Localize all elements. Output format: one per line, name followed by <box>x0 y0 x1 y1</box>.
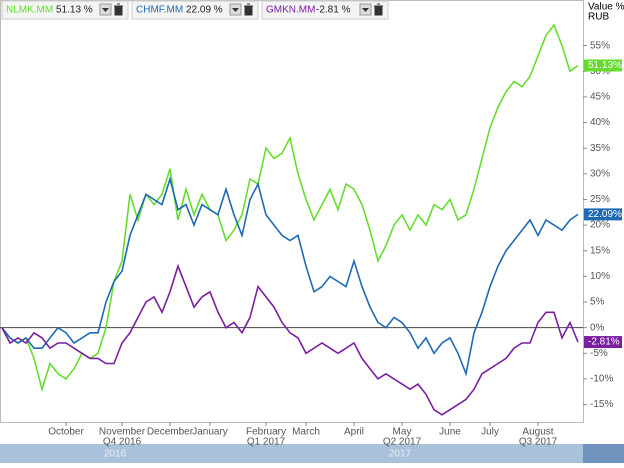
x-tick-label: May <box>393 427 412 438</box>
quarter-label: Q1 2017 <box>247 437 286 448</box>
y-tick-label: 20% <box>590 220 610 231</box>
legend-delete[interactable] <box>244 3 253 16</box>
y-tick-label: 5% <box>590 297 605 308</box>
dropdown-arrow <box>102 8 109 12</box>
series-line <box>1 176 579 377</box>
currency-label: RUB <box>588 12 609 23</box>
value-tag-label: 51.13% <box>588 60 622 71</box>
x-tick-label: January <box>192 427 228 438</box>
legend-item[interactable]: GMKN.MM -2.81 % <box>261 0 389 20</box>
series-line <box>1 263 579 416</box>
legend-box <box>1 0 129 20</box>
x-tick-label: February <box>246 427 286 438</box>
value-tag-label: 22.09% <box>588 209 622 220</box>
y-tick-label: 35% <box>590 143 610 154</box>
x-tick-label: March <box>292 427 320 438</box>
quarter-label: Q3 2017 <box>519 437 558 448</box>
x-tick-label: August <box>522 427 553 438</box>
legend-value: -2.81 % <box>316 5 351 16</box>
y-tick-label: 25% <box>590 194 610 205</box>
y-tick-label: 15% <box>590 245 610 256</box>
legend-item[interactable]: NLMK.MM 51.13 % <box>1 0 129 20</box>
x-tick-label: October <box>48 427 84 438</box>
value-tag-label: -2.81% <box>588 337 620 348</box>
navigator-label: 2017 <box>389 449 412 460</box>
legend-box <box>131 0 259 20</box>
legend-name: CHMF.MM <box>136 5 183 16</box>
y-axis-title: Value % <box>588 2 624 13</box>
y-tick-label: 10% <box>590 271 610 282</box>
x-tick-label: November <box>99 427 146 438</box>
dropdown-arrow <box>232 8 239 12</box>
navigator-label: 2016 <box>104 449 127 460</box>
y-tick-label: -5% <box>590 348 608 359</box>
plot-frame <box>0 0 584 423</box>
x-tick-label: December <box>147 427 194 438</box>
legend-name: GMKN.MM <box>266 5 315 16</box>
value-tag <box>584 336 622 349</box>
quarter-label: Q4 2016 <box>103 437 142 448</box>
value-tag <box>584 59 622 72</box>
legend-name: NLMK.MM <box>6 5 53 16</box>
legend-item[interactable]: CHMF.MM 22.09 % <box>131 0 259 20</box>
navigator-window[interactable] <box>0 444 583 463</box>
legend-box <box>261 0 389 20</box>
legend-value: 51.13 % <box>56 5 93 16</box>
value-tag <box>584 208 622 221</box>
y-tick-label: -15% <box>590 399 613 410</box>
y-tick-label: 30% <box>590 168 610 179</box>
y-tick-label: 45% <box>590 92 610 103</box>
x-tick-label: April <box>344 427 364 438</box>
y-tick-label: 55% <box>590 40 610 51</box>
y-tick-label: -10% <box>590 374 613 385</box>
y-tick-label: 40% <box>590 117 610 128</box>
x-tick-label: June <box>439 427 461 438</box>
legend-value: 22.09 % <box>186 5 223 16</box>
dropdown-arrow <box>362 8 369 12</box>
x-tick-label: July <box>481 427 499 438</box>
legend-delete[interactable] <box>114 3 123 16</box>
series-line <box>1 23 579 393</box>
legend-delete[interactable] <box>374 3 383 16</box>
y-tick-label: 0% <box>590 322 605 333</box>
quarter-label: Q2 2017 <box>383 437 422 448</box>
